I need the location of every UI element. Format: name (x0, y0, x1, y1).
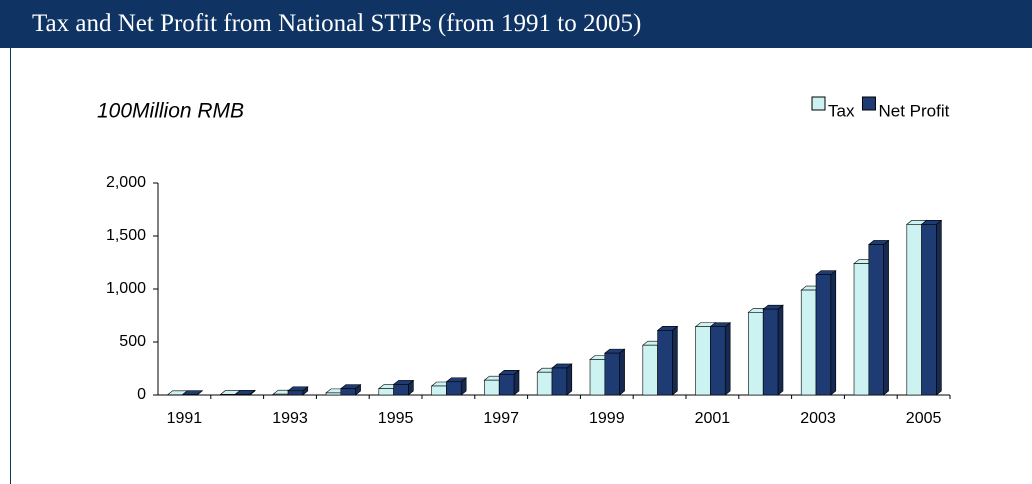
bar (800, 289, 817, 396)
bar-side (619, 348, 625, 396)
side-border (10, 48, 11, 484)
x-tick-label: 2001 (695, 410, 731, 427)
bar (589, 359, 606, 396)
bar (340, 388, 356, 396)
legend-swatch (861, 96, 876, 111)
x-tick-label: 1991 (167, 410, 203, 427)
legend-label: Net Profit (878, 101, 949, 120)
bar (378, 388, 394, 396)
x-tick-label: 1999 (589, 410, 625, 427)
bar (287, 390, 304, 396)
bar (484, 379, 500, 396)
bar (551, 367, 568, 396)
x-tick-label: 1993 (272, 410, 308, 427)
bar (642, 344, 658, 396)
bar (868, 244, 884, 396)
bar (748, 312, 764, 396)
bar-side (566, 363, 573, 396)
bar (695, 326, 711, 396)
bar (536, 371, 553, 396)
legend-label: Tax (828, 101, 855, 120)
legend-swatch (811, 96, 826, 111)
bar (815, 274, 832, 396)
x-tick-label: 2005 (906, 410, 942, 427)
y-tick-label: 1,500 (106, 227, 146, 244)
bar-side (672, 325, 678, 396)
bar (446, 381, 462, 396)
bar-side (936, 219, 942, 396)
y-tick-label: 500 (119, 333, 146, 350)
bar (853, 263, 870, 396)
x-tick-label: 1995 (378, 410, 414, 427)
x-tick-label: 1997 (483, 410, 519, 427)
bar (498, 374, 515, 396)
bar-side (883, 239, 889, 396)
y-tick-label: 0 (137, 386, 146, 403)
bar-side (830, 270, 837, 396)
bar (921, 224, 937, 396)
bar-side (724, 322, 731, 396)
x-tick-label: 2003 (800, 410, 836, 427)
unit-label: 100Million RMB (97, 100, 244, 123)
bar (393, 384, 409, 396)
bar (234, 393, 251, 396)
slide-title: Tax and Net Profit from National STIPs (… (32, 10, 642, 37)
bar (604, 352, 620, 396)
bar (906, 224, 922, 396)
y-tick-label: 1,000 (106, 280, 146, 297)
bar (762, 308, 779, 396)
bar-side (777, 304, 784, 396)
header: Tax and Net Profit from National STIPs (… (0, 0, 1032, 48)
bar (710, 326, 726, 396)
bar (431, 385, 447, 396)
bar (657, 330, 673, 396)
bar (220, 394, 236, 396)
bar (325, 392, 342, 396)
y-tick-label: 2,000 (106, 174, 146, 191)
bar (272, 393, 289, 396)
